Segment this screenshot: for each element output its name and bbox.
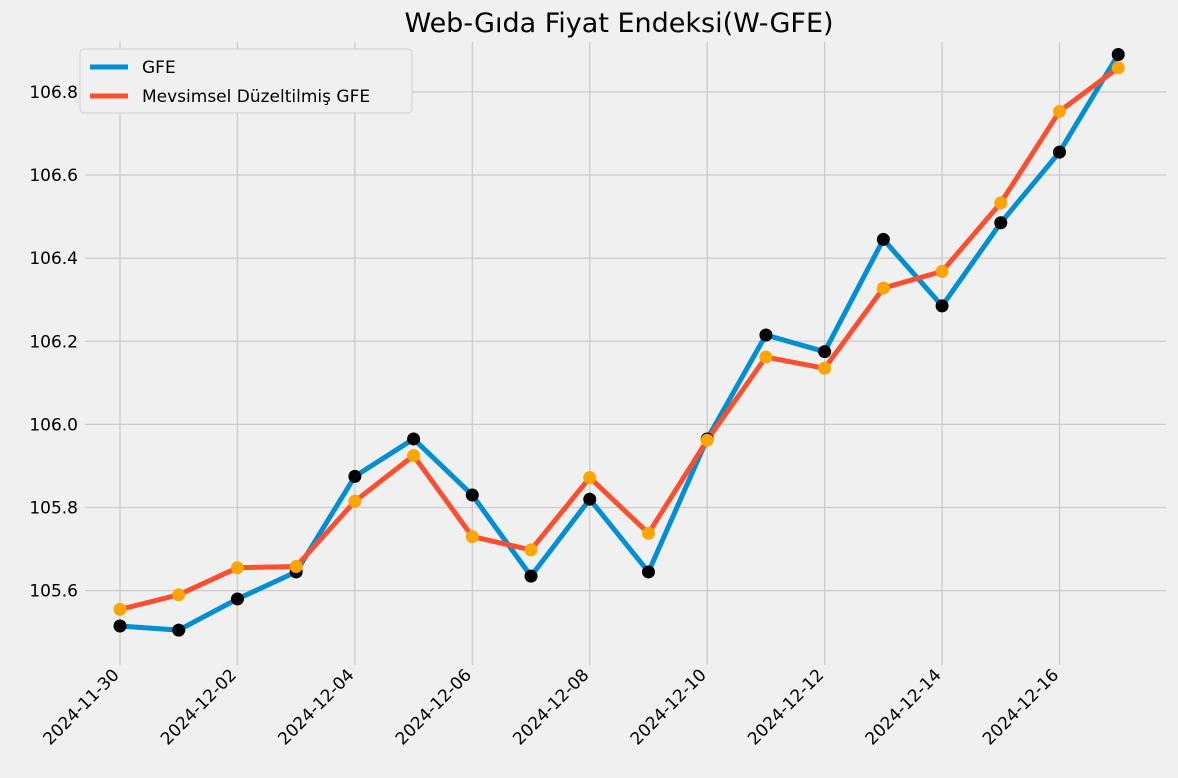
data-point-series-1 — [465, 530, 479, 544]
data-point-series-0 — [876, 232, 890, 246]
y-tick-label: 106.6 — [29, 166, 78, 186]
data-point-series-1 — [583, 471, 597, 485]
data-point-series-1 — [113, 602, 127, 616]
x-tick-label: 2024-12-16 — [979, 665, 1063, 749]
data-point-series-0 — [994, 216, 1008, 230]
data-point-series-0 — [935, 299, 949, 313]
series-line-1 — [117, 65, 1121, 612]
legend: GFE Mevsimsel Düzeltilmiş GFE — [79, 48, 413, 114]
y-tick-label: 106.2 — [29, 332, 78, 352]
data-point-series-0 — [230, 592, 244, 606]
data-point-series-1 — [818, 361, 832, 375]
data-point-series-1 — [407, 449, 421, 463]
data-point-series-1 — [876, 281, 890, 295]
data-point-series-1 — [172, 588, 186, 602]
x-tick-label: 2024-12-04 — [274, 665, 358, 749]
data-point-series-1 — [994, 196, 1008, 210]
data-point-series-1 — [759, 350, 773, 364]
data-point-series-0 — [583, 492, 597, 506]
data-point-series-0 — [641, 565, 655, 579]
grid-lines — [85, 42, 1166, 665]
x-tick-label: 2024-12-08 — [509, 665, 593, 749]
legend-label-gfe: GFE — [142, 58, 176, 78]
x-axis-ticks: 2024-11-30 2024-12-02 2024-12-04 2024-12-06… — [40, 665, 1064, 749]
data-point-series-1 — [348, 494, 362, 508]
x-tick-label: 2024-11-30 — [40, 665, 124, 749]
data-point-series-0 — [524, 569, 538, 583]
data-point-series-0 — [1053, 145, 1067, 159]
data-point-series-1 — [230, 561, 244, 575]
data-point-series-1 — [935, 264, 949, 278]
data-point-series-0 — [818, 345, 832, 359]
y-tick-label: 105.6 — [29, 582, 78, 602]
y-tick-label: 106.4 — [29, 249, 78, 269]
y-tick-label: 106.8 — [29, 83, 78, 103]
data-point-series-1 — [524, 543, 538, 557]
series-lines — [117, 52, 1121, 633]
series-markers — [113, 47, 1125, 637]
data-point-series-0 — [759, 328, 773, 342]
data-point-series-0 — [465, 488, 479, 502]
x-tick-label: 2024-12-06 — [392, 665, 476, 749]
data-point-series-0 — [172, 623, 186, 637]
legend-label-mevsimsel: Mevsimsel Düzeltilmiş GFE — [142, 87, 370, 107]
chart-title: Web-Gıda Fiyat Endeksi(W-GFE) — [404, 8, 833, 39]
x-tick-label: 2024-12-12 — [744, 665, 828, 749]
y-tick-label: 105.8 — [29, 499, 78, 519]
data-point-series-0 — [348, 469, 362, 483]
data-point-series-0 — [407, 432, 421, 446]
data-point-series-0 — [1111, 47, 1125, 61]
data-point-series-1 — [1111, 61, 1125, 75]
y-tick-label: 106.0 — [29, 415, 78, 435]
x-tick-label: 2024-12-10 — [627, 665, 711, 749]
data-point-series-1 — [700, 433, 714, 447]
x-tick-label: 2024-12-14 — [862, 665, 946, 749]
data-point-series-1 — [641, 526, 655, 540]
data-point-series-1 — [289, 560, 303, 574]
y-axis-ticks: 105.6 105.8 106.0 106.2 106.4 106.6 106.8 — [29, 83, 78, 602]
x-tick-label: 2024-12-02 — [157, 665, 241, 749]
legend-box — [79, 48, 413, 114]
series-line-0 — [117, 52, 1121, 633]
data-point-series-1 — [1053, 104, 1067, 118]
data-point-series-0 — [113, 619, 127, 633]
